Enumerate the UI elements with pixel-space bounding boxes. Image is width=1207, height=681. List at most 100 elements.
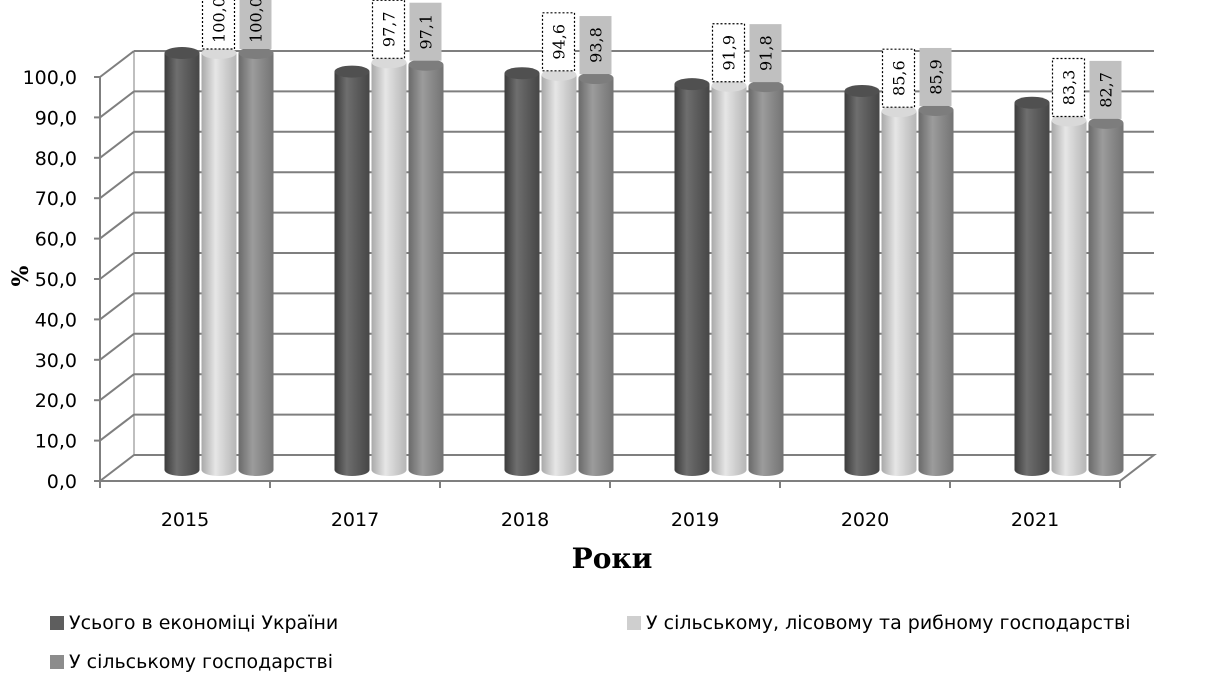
gridline-side [99, 50, 135, 78]
bar-top [578, 72, 614, 85]
bar [371, 56, 407, 477]
bar-body [371, 62, 407, 477]
legend-item-total: Усього в економіці України [50, 612, 338, 634]
legend-item-agriculture: У сільському господарстві [50, 651, 333, 673]
y-tick-label: 10,0 [35, 431, 77, 453]
y-tick-label: 50,0 [35, 269, 77, 291]
gridline-side [99, 90, 135, 119]
data-label: 85,9 [927, 59, 946, 95]
bar-top [238, 47, 274, 59]
y-tick-label: 40,0 [35, 309, 77, 331]
y-tick-label: 0,0 [47, 471, 77, 493]
x-tick-label: 2020 [841, 509, 889, 531]
bar-top [711, 79, 747, 92]
bar [1014, 96, 1050, 476]
data-label: 100,0 [247, 0, 266, 43]
bar [1088, 116, 1124, 476]
legend-swatch-agri-forest-fish [627, 616, 641, 630]
y-tick-label: 100,0 [23, 67, 77, 89]
bar-body [918, 109, 954, 477]
y-tick-label: 70,0 [35, 188, 77, 210]
bar-top [201, 47, 237, 59]
bar-top [371, 56, 407, 69]
legend-swatch-agriculture [50, 655, 64, 669]
data-label-box [1089, 60, 1122, 119]
data-label: 83,3 [1060, 70, 1079, 106]
data-label-box [749, 24, 782, 83]
bar-body [334, 71, 370, 477]
bar-body [674, 84, 710, 476]
bar [844, 84, 880, 476]
bar [504, 67, 540, 476]
bar-body [164, 53, 200, 476]
axes: 0,0 10,0 20,0 30,0 40,0 50,0 60,0 70,0 80,0 90,0 1… [23, 51, 1121, 531]
gridline-side [99, 211, 135, 240]
gridline-side [99, 373, 135, 401]
y-tick-label: 80,0 [35, 148, 77, 170]
bar [674, 78, 710, 476]
bar [541, 68, 577, 476]
bar-body [711, 85, 747, 476]
bar-top [408, 58, 444, 71]
gridline-side [99, 252, 135, 280]
bar-body [238, 53, 274, 476]
bar-body [201, 53, 237, 476]
bar [164, 47, 200, 476]
data-label: 94,6 [550, 24, 569, 60]
data-label-box [409, 2, 442, 61]
bar-body [541, 74, 577, 476]
bars [164, 47, 1124, 477]
chart: 0,0 10,0 20,0 30,0 40,0 50,0 60,0 70,0 80,0 90,0 1… [8, 0, 1157, 575]
data-label-box [579, 16, 612, 75]
legend-label-total: Усього в економіці України [69, 612, 339, 634]
bar [408, 58, 444, 476]
gridline-side [99, 131, 135, 159]
gridlines [99, 50, 1154, 442]
y-tick-label: 90,0 [35, 107, 77, 129]
x-tick-label: 2015 [161, 509, 209, 531]
bar-top [1014, 96, 1050, 109]
bar [711, 79, 747, 476]
bar-body [844, 90, 880, 476]
gridline-side [99, 413, 135, 442]
bar-top [334, 65, 370, 78]
data-label-box [541, 12, 576, 72]
bar-body [1051, 120, 1087, 476]
data-label: 97,7 [380, 11, 399, 47]
data-label: 100,0 [210, 0, 229, 43]
bar-body [1088, 122, 1124, 476]
data-label-box [201, 0, 236, 50]
y-tick-label: 30,0 [35, 350, 77, 372]
bar-top [1088, 116, 1124, 129]
data-labels: 100,0 100,0 97,7 97,1 94,6 93,8 91,9 91,8 85,6 85… [201, 0, 1122, 119]
legend-swatch-total [50, 616, 64, 630]
data-label: 85,6 [890, 60, 909, 96]
bar-top [504, 67, 540, 80]
data-label-box [239, 0, 272, 49]
bar [578, 72, 614, 476]
bar-body [1014, 102, 1050, 476]
legend-label-agriculture: У сільському господарстві [69, 651, 333, 673]
gridline-side [99, 171, 135, 199]
bar-top [844, 84, 880, 97]
bar [201, 47, 237, 476]
x-tick-label: 2021 [1011, 509, 1059, 531]
data-label: 91,8 [757, 35, 776, 71]
x-tick-label: 2018 [501, 509, 549, 531]
gridline-side [99, 333, 135, 361]
bar [238, 47, 274, 476]
back-wall [134, 41, 1154, 455]
bar-body [881, 111, 917, 477]
data-label-box [1051, 57, 1086, 118]
bar-top [748, 80, 784, 93]
data-label-box [881, 48, 916, 108]
data-label-box [371, 0, 406, 59]
data-label: 82,7 [1097, 72, 1116, 108]
bar [748, 80, 784, 477]
bar [918, 103, 954, 477]
bar [881, 105, 917, 477]
gridline-side [99, 292, 135, 321]
x-tick-label: 2017 [331, 509, 379, 531]
bar-top [674, 78, 710, 91]
bar-body [748, 86, 784, 477]
